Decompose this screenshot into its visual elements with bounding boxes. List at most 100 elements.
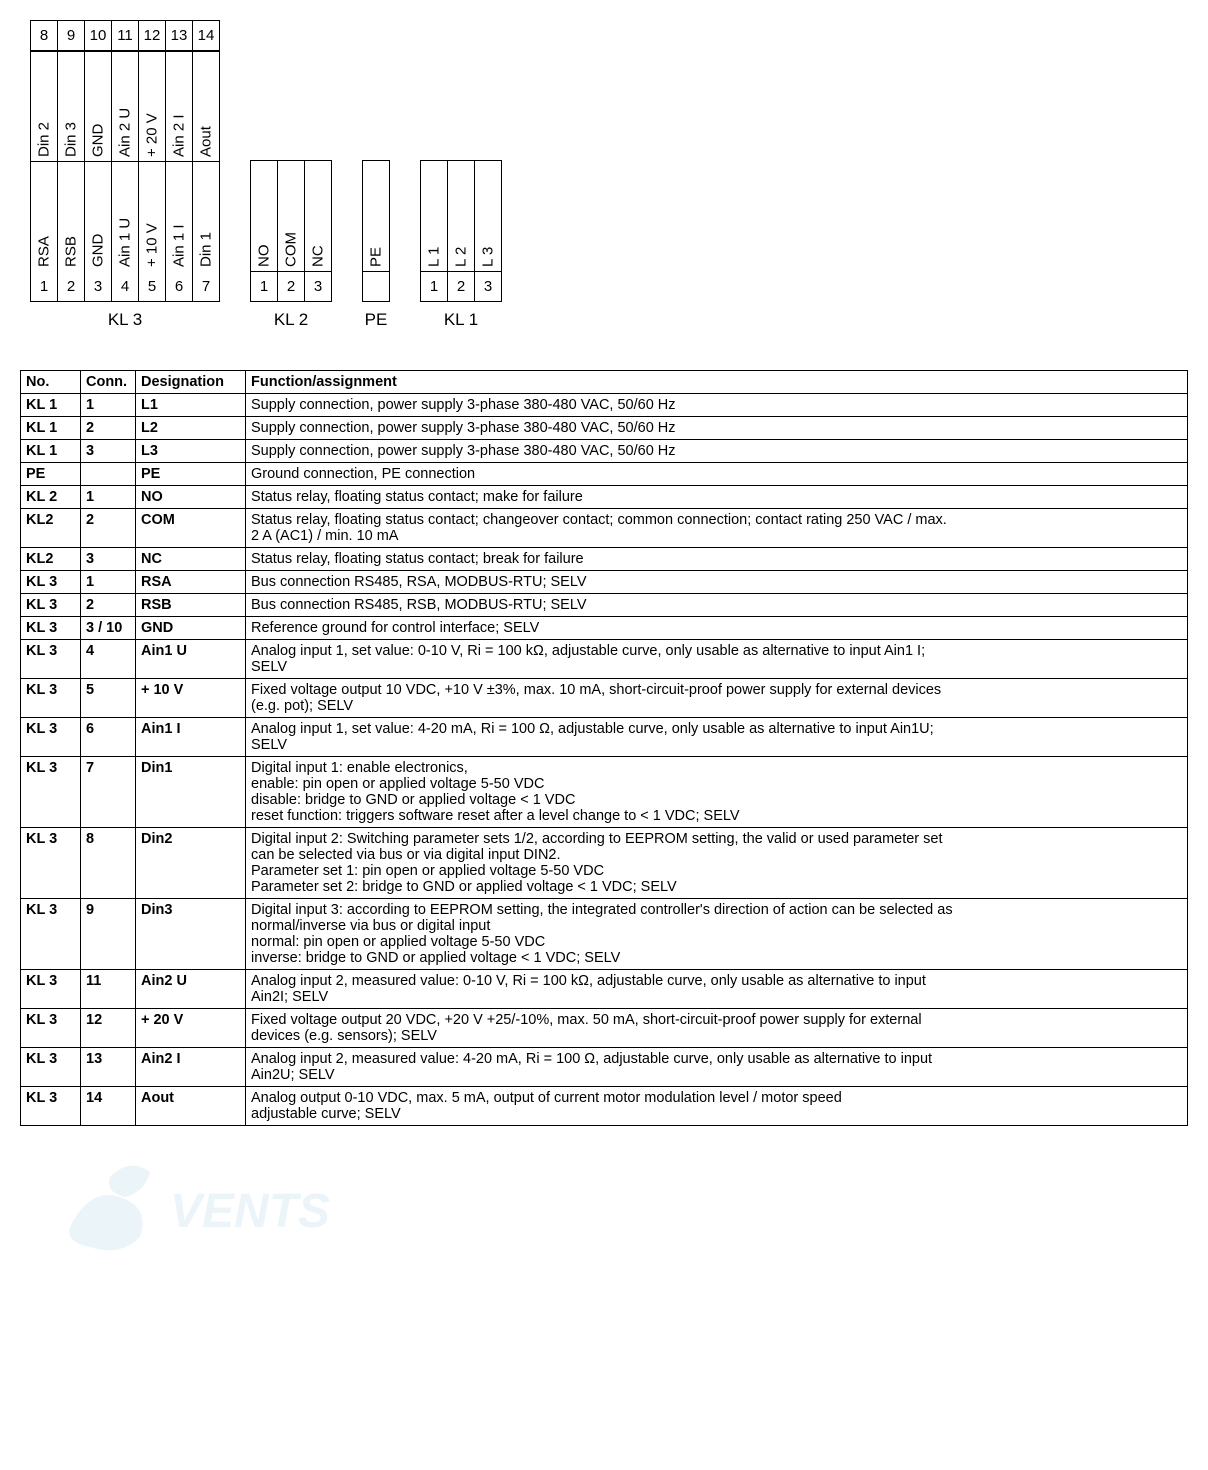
cell-no: KL 3 [21,1009,81,1048]
header-no: No. [21,371,81,394]
pin-number: 6 [166,271,192,301]
svg-text:VENTS: VENTS [170,1185,330,1238]
cell-no: KL 3 [21,828,81,899]
cell-no: KL 3 [21,1048,81,1087]
terminal-block-kl2: NO1COM2NC3 KL 2 [250,160,332,330]
table-row: KL 13L3Supply connection, power supply 3… [21,440,1188,463]
cell-no: KL 3 [21,1087,81,1126]
table-row: KL 36Ain1 IAnalog input 1, set value: 4-… [21,718,1188,757]
connection-table: No. Conn. Designation Function/assignmen… [20,370,1188,1126]
kl3-column: 11Ain 2 UAin 1 U4 [111,21,138,301]
cell-no: KL 3 [21,970,81,1009]
cell-conn: 5 [81,679,136,718]
cell-conn: 3 / 10 [81,617,136,640]
cell-func: Reference ground for control interface; … [246,617,1188,640]
cell-desig: NC [136,548,246,571]
cell-func: Status relay, floating status contact; m… [246,486,1188,509]
cell-no: KL2 [21,509,81,548]
pe-caption: PE [365,310,388,330]
cell-desig: RSB [136,594,246,617]
cell-conn: 2 [81,417,136,440]
cell-func: Analog input 2, measured value: 4-20 mA,… [246,1048,1188,1087]
cell-desig: PE [136,463,246,486]
cell-conn: 14 [81,1087,136,1126]
terminal-column: NC3 [304,161,332,301]
pin-number: 3 [85,271,111,301]
cell-func: Status relay, floating status contact; c… [246,509,1188,548]
cell-no: KL 1 [21,417,81,440]
pin-label: RSB [58,161,84,271]
kl3-caption: KL 3 [108,310,142,330]
cell-no: KL 2 [21,486,81,509]
pin-number: 4 [112,271,138,301]
pin-number: 1 [31,271,57,301]
cell-func: Digital input 3: according to EEPROM set… [246,899,1188,970]
pin-number: 1 [251,271,277,301]
terminal-column: L 33 [474,161,502,301]
pin-label: Din 2 [31,51,57,161]
table-row: PEPEGround connection, PE connection [21,463,1188,486]
table-row: KL 37Din1Digital input 1: enable electro… [21,757,1188,828]
table-row: KL 35+ 10 VFixed voltage output 10 VDC, … [21,679,1188,718]
pin-label: L 3 [475,161,501,271]
pin-label: + 20 V [139,51,165,161]
table-row: KL 314AoutAnalog output 0-10 VDC, max. 5… [21,1087,1188,1126]
cell-no: KL 3 [21,899,81,970]
table-row: KL 38Din2Digital input 2: Switching para… [21,828,1188,899]
pin-label: RSA [31,161,57,271]
cell-desig: GND [136,617,246,640]
cell-conn: 11 [81,970,136,1009]
cell-func: Analog input 2, measured value: 0-10 V, … [246,970,1188,1009]
pin-number: 13 [166,21,192,51]
table-row: KL 313Ain2 IAnalog input 2, measured val… [21,1048,1188,1087]
cell-desig: Ain1 I [136,718,246,757]
kl3-column: 12+ 20 V+ 10 V5 [138,21,165,301]
cell-conn: 7 [81,757,136,828]
pin-number: 2 [448,271,474,301]
header-func: Function/assignment [246,371,1188,394]
cell-desig: Din3 [136,899,246,970]
cell-func: Fixed voltage output 10 VDC, +10 V ±3%, … [246,679,1188,718]
watermark-logo: VENTS [50,1127,370,1270]
pin-number: 7 [193,271,219,301]
cell-no: KL 1 [21,394,81,417]
pin-number: 10 [85,21,111,51]
cell-desig: Ain1 U [136,640,246,679]
pin-number [363,271,389,301]
table-row: KL 311Ain2 UAnalog input 2, measured val… [21,970,1188,1009]
terminal-block-kl1: L 11L 22L 33 KL 1 [420,160,502,330]
pin-number: 1 [421,271,447,301]
cell-desig: COM [136,509,246,548]
pin-number: 2 [58,271,84,301]
terminal-block-pe: PE PE [362,160,390,330]
cell-func: Analog input 1, set value: 4-20 mA, Ri =… [246,718,1188,757]
cell-desig: Ain2 U [136,970,246,1009]
pin-number: 9 [58,21,84,51]
table-row: KL 21NOStatus relay, floating status con… [21,486,1188,509]
pin-label: Din 1 [193,161,219,271]
pin-label: Ain 2 U [112,51,138,161]
cell-desig: L3 [136,440,246,463]
cell-desig: L1 [136,394,246,417]
cell-no: KL 3 [21,718,81,757]
cell-conn: 2 [81,509,136,548]
cell-conn: 1 [81,486,136,509]
terminal-column: PE [362,161,390,301]
cell-desig: Aout [136,1087,246,1126]
pin-label: + 10 V [139,161,165,271]
pin-number: 3 [305,271,331,301]
cell-conn: 13 [81,1048,136,1087]
cell-no: KL 1 [21,440,81,463]
pin-label: NC [305,161,331,271]
table-row: KL23NCStatus relay, floating status cont… [21,548,1188,571]
cell-conn: 6 [81,718,136,757]
pin-label: Ain 2 I [166,51,192,161]
pin-label: Din 3 [58,51,84,161]
cell-desig: L2 [136,417,246,440]
pin-number: 5 [139,271,165,301]
pin-label: COM [278,161,304,271]
kl1-caption: KL 1 [444,310,478,330]
cell-func: Ground connection, PE connection [246,463,1188,486]
cell-conn: 9 [81,899,136,970]
cell-func: Digital input 1: enable electronics, ena… [246,757,1188,828]
